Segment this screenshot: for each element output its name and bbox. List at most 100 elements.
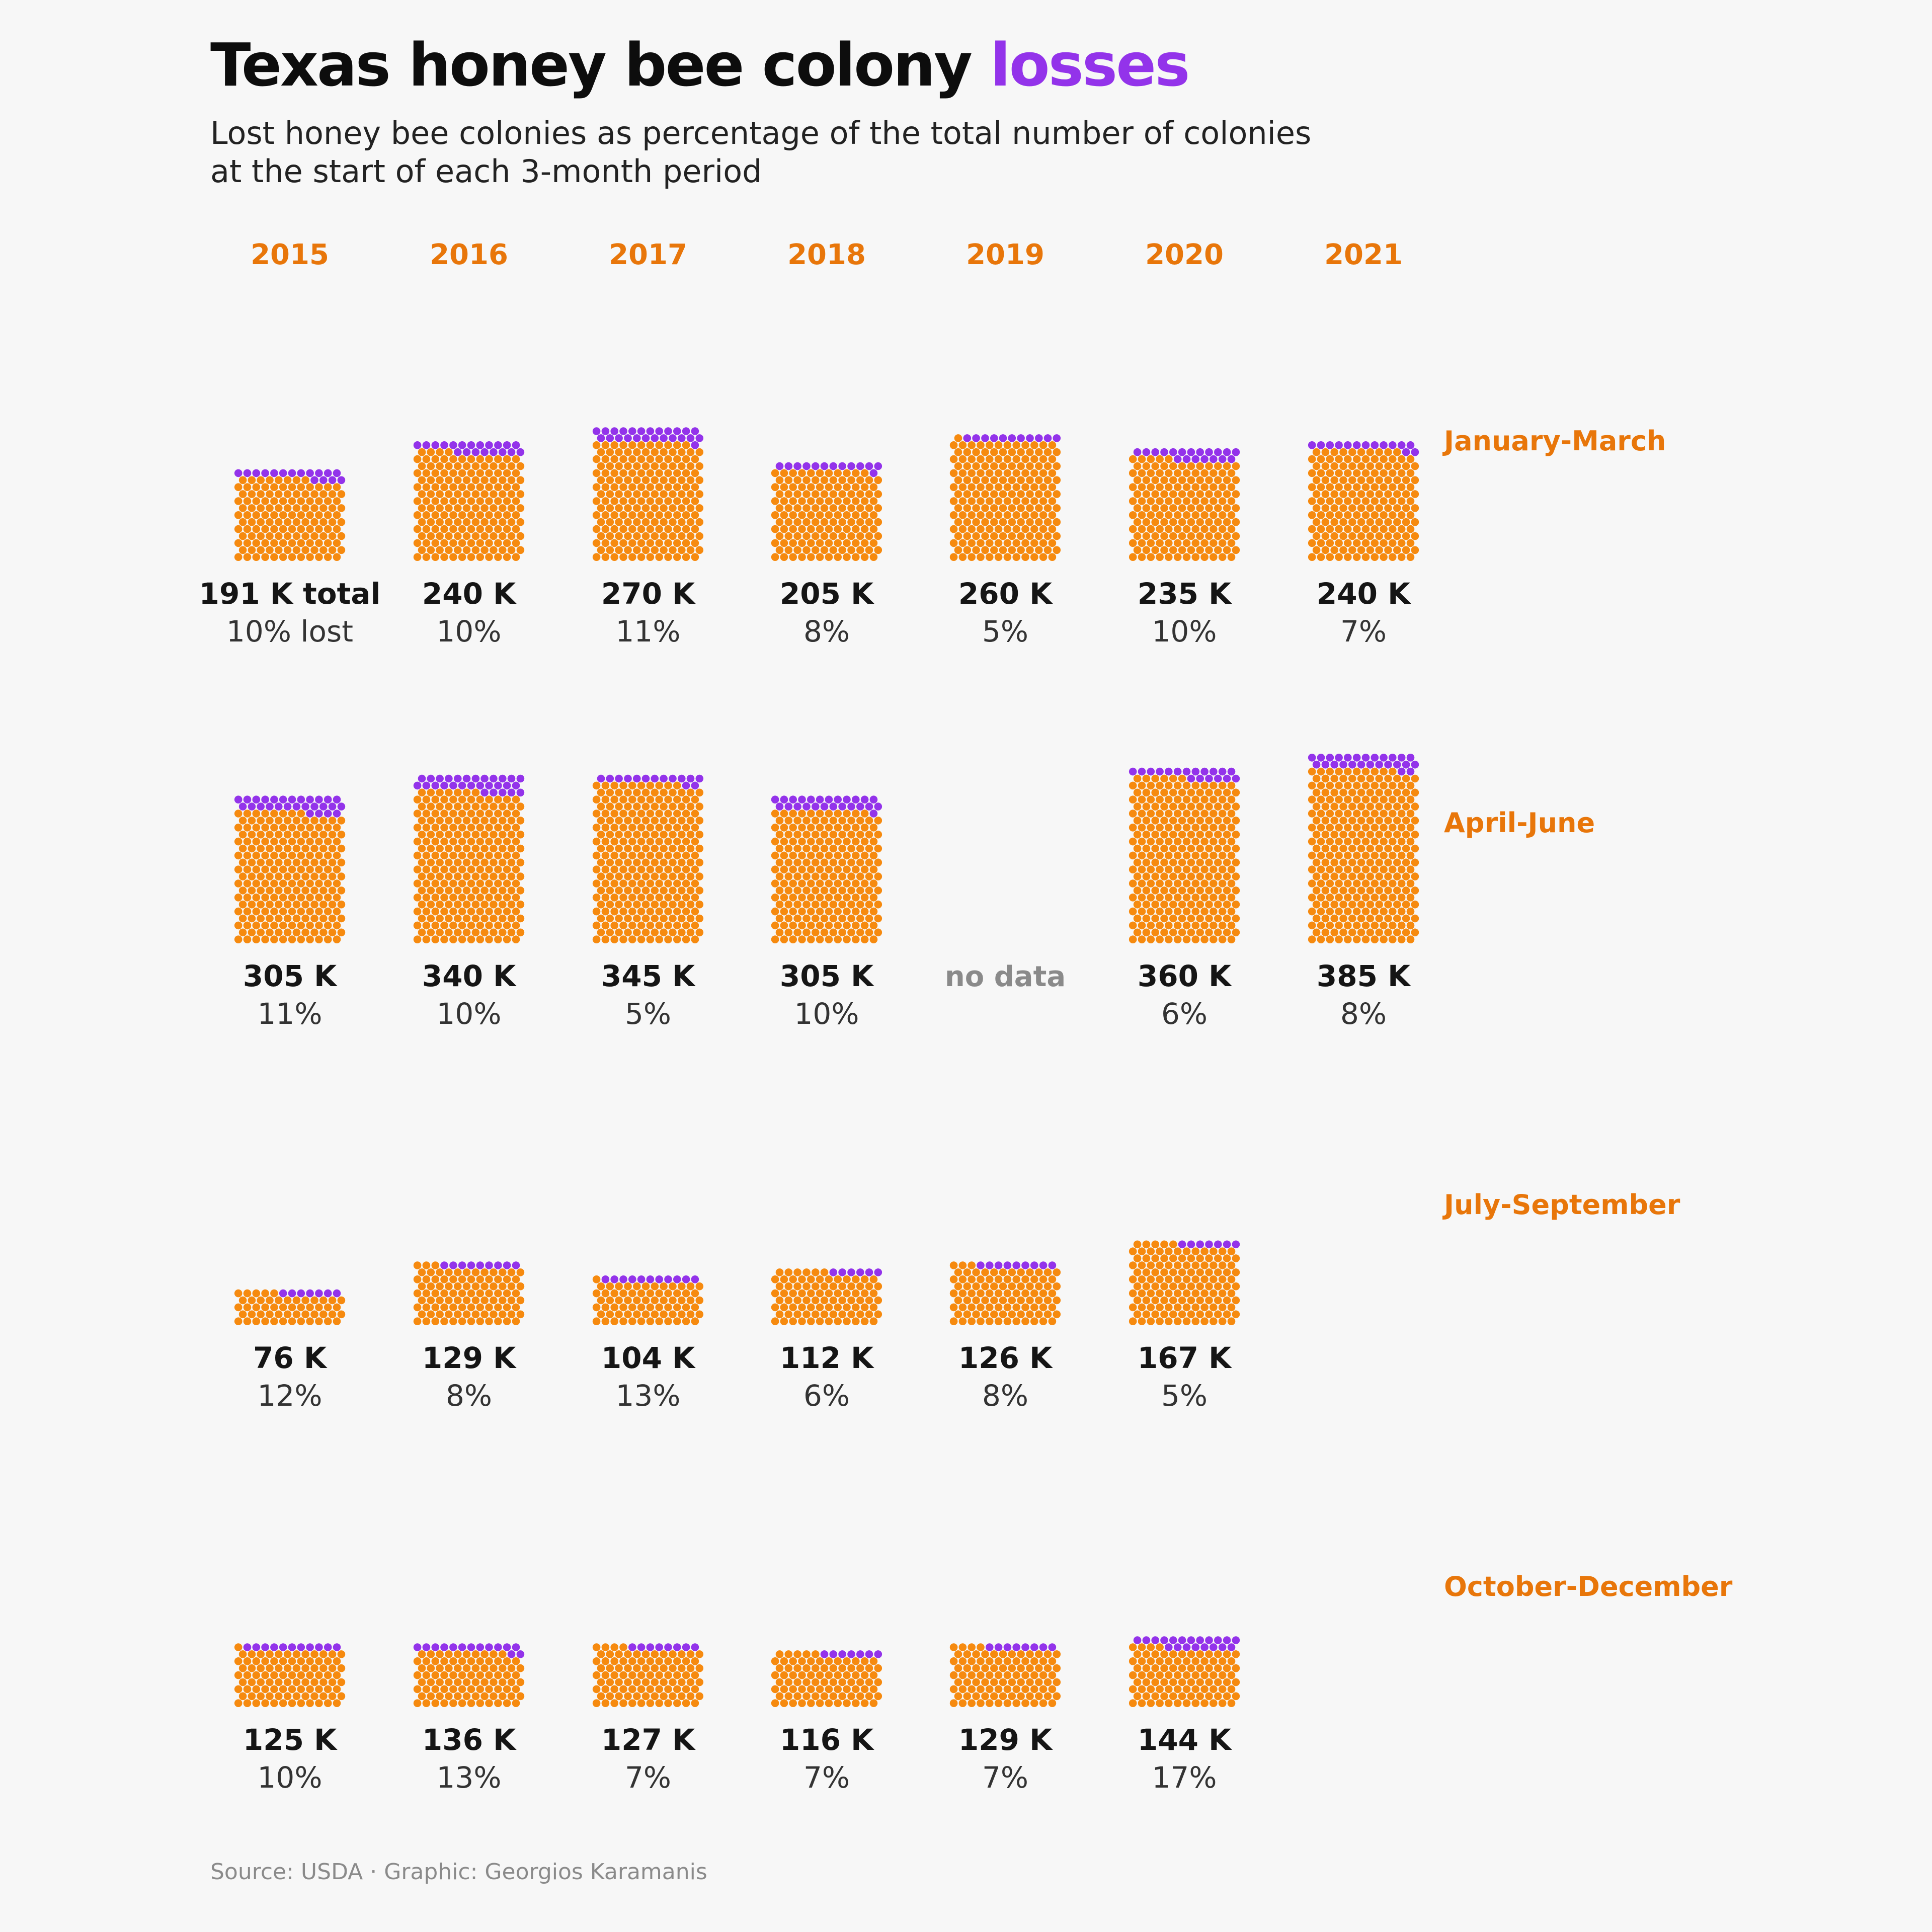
colony-dot (793, 1282, 801, 1291)
colony-dot (301, 817, 309, 825)
colony-dot (646, 795, 655, 803)
colony-dot (1223, 1282, 1231, 1291)
colony-dot (1214, 887, 1222, 895)
colony-dot (1214, 490, 1222, 498)
colony-dot (1361, 921, 1370, 930)
colony-dot (1012, 1657, 1020, 1665)
colony-dot (820, 532, 829, 540)
colony-dot (775, 1678, 784, 1686)
lost-colony-dot (315, 1643, 323, 1651)
colony-dot (789, 907, 797, 916)
colony-dot (807, 1671, 815, 1679)
colony-dot (418, 532, 426, 540)
colony-dot (1187, 788, 1195, 797)
colony-dot (1169, 817, 1177, 825)
colony-dot (673, 1303, 681, 1312)
colony-dot (789, 824, 797, 832)
colony-dot (780, 553, 788, 561)
colony-dot (1053, 1692, 1061, 1701)
colony-dot (1210, 1685, 1218, 1694)
colony-dot (637, 1317, 646, 1325)
colony-dot (275, 900, 283, 909)
colony-dot (691, 810, 699, 818)
colony-dot (1147, 837, 1155, 846)
colony-dot (816, 837, 824, 846)
colony-dot (678, 532, 686, 540)
colony-dot (1384, 858, 1392, 867)
total-colonies-label: 260 K (958, 577, 1053, 611)
colony-dot (445, 462, 453, 470)
colony-dot (1312, 462, 1321, 470)
colony-dot (838, 928, 846, 937)
colony-dot (865, 872, 873, 880)
total-colonies-label: 340 K (422, 959, 517, 993)
colony-dot (847, 1692, 855, 1701)
colony-dot (816, 539, 824, 547)
lost-colony-dot (516, 774, 525, 783)
colony-dot (454, 1650, 462, 1658)
colony-dot (1133, 844, 1142, 853)
colony-dot (1371, 469, 1379, 477)
colony-dot (1173, 525, 1182, 533)
colony-dot (234, 1317, 243, 1325)
colony-dot (1344, 511, 1352, 519)
lost-colony-dot (628, 427, 636, 435)
percent-lost-label: 8% (446, 1379, 492, 1413)
colony-dot (990, 1650, 998, 1658)
colony-dot (292, 1310, 301, 1319)
colony-dot (606, 1296, 614, 1305)
colony-dot (994, 1685, 1003, 1694)
colony-dot (467, 525, 475, 533)
colony-dot (664, 1317, 672, 1325)
colony-dot (678, 817, 686, 825)
colony-dot (1205, 504, 1213, 512)
colony-dot (275, 476, 283, 485)
colony-dot (480, 490, 489, 498)
colony-dot (669, 518, 677, 526)
colony-dot (283, 1650, 292, 1658)
colony-dot (261, 553, 269, 561)
colony-dot (436, 1664, 444, 1672)
year-label-2015: 2015 (251, 238, 329, 271)
colony-dot (678, 900, 686, 909)
colony-dot (292, 1664, 301, 1672)
colony-dot (319, 1650, 328, 1658)
colony-dot (1380, 894, 1388, 902)
colony-dot (673, 921, 681, 930)
colony-dot (1133, 532, 1142, 540)
lost-colony-dot (480, 448, 489, 456)
colony-dot (633, 504, 641, 512)
colony-dot (1173, 469, 1182, 477)
colony-dot (972, 518, 980, 526)
colony-dot (467, 907, 475, 916)
colony-dot (1012, 1685, 1020, 1694)
colony-dot (243, 810, 252, 818)
colony-dot (1142, 1664, 1151, 1672)
lost-colony-dot (1357, 760, 1365, 769)
colony-dot (485, 810, 493, 818)
colony-dot (454, 1678, 462, 1686)
colony-dot (261, 851, 269, 860)
colony-dot (597, 504, 605, 512)
colony-dot (1397, 511, 1406, 519)
colony-dot (1138, 781, 1146, 790)
colony-dot (462, 462, 471, 470)
total-colonies-label: 167 K (1138, 1341, 1232, 1375)
colony-dot (816, 1317, 824, 1325)
colony-dot (1371, 795, 1379, 803)
colony-dot (315, 865, 323, 873)
colony-dot (641, 490, 650, 498)
colony-dot (673, 469, 681, 477)
colony-dot (499, 900, 507, 909)
lost-colony-dot (324, 795, 332, 803)
total-colonies-label: 360 K (1138, 959, 1232, 993)
colony-dot (261, 865, 269, 873)
lost-colony-dot (1335, 441, 1343, 449)
colony-dot (682, 837, 690, 846)
colony-dot (1214, 788, 1222, 797)
colony-dot (682, 455, 690, 463)
colony-dot (270, 921, 278, 930)
colony-dot (1156, 894, 1164, 902)
lost-colony-dot (664, 427, 672, 435)
colony-dot (283, 830, 292, 839)
